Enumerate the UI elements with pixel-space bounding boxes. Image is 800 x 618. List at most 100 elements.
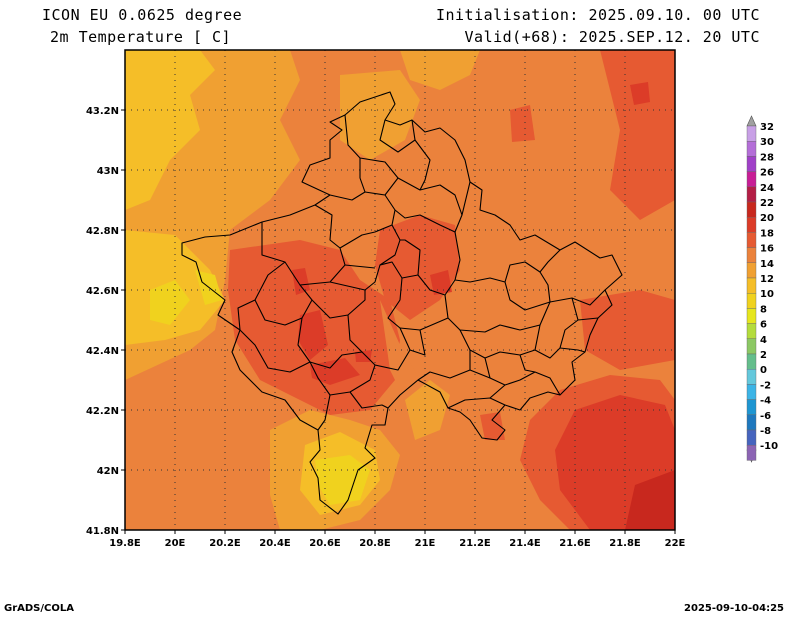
lon-label: 21.8E	[609, 538, 641, 549]
district-border	[444, 271, 551, 333]
colorbar-top-arrow	[746, 115, 757, 127]
lat-label: 42.8N	[86, 226, 119, 237]
colorbar-swatch	[746, 384, 757, 400]
colorbar-label: -10	[760, 441, 778, 452]
district-border	[397, 177, 471, 216]
colorbar-swatch	[746, 171, 757, 188]
colorbar-swatch	[746, 323, 757, 340]
colorbar-swatch	[746, 140, 757, 157]
lat-label: 42.4N	[86, 346, 119, 357]
footer-timestamp: 2025-09-10-04:25	[684, 603, 784, 614]
admin-borders	[181, 91, 623, 515]
lon-label: 20.4E	[259, 538, 291, 549]
district-border	[447, 397, 506, 409]
lat-label: 41.8N	[86, 526, 119, 537]
district-border	[417, 369, 491, 381]
init-time: Initialisation: 2025.09.10. 00 UTC	[435, 6, 760, 24]
colorbar-swatch	[746, 399, 757, 416]
district-border	[309, 351, 376, 396]
district-border	[414, 139, 431, 191]
tick-marks	[121, 109, 676, 534]
colorbar-label: 16	[760, 244, 774, 255]
colorbar-label: 30	[760, 137, 774, 148]
colorbar-swatch	[746, 201, 757, 218]
colorbar-swatch	[746, 369, 757, 385]
colorbar-swatch	[746, 156, 757, 172]
colorbar-swatch	[746, 232, 757, 248]
lat-label: 43.2N	[86, 106, 119, 117]
district-border	[504, 281, 551, 311]
colorbar-swatch	[746, 247, 757, 264]
district-border	[239, 317, 311, 373]
lon-label: 20.2E	[209, 538, 241, 549]
lon-label: 21.2E	[459, 538, 491, 549]
colorbar-swatch	[746, 429, 757, 446]
district-border	[349, 391, 389, 409]
colorbar-label: -4	[760, 396, 771, 407]
colorbar-label: 8	[760, 304, 767, 315]
graticule	[125, 50, 675, 530]
colorbar-swatch	[746, 293, 757, 309]
district-border	[489, 384, 506, 399]
colorbar-label: 32	[760, 122, 774, 133]
colorbar-label: 12	[760, 274, 774, 285]
colorbar-label: -6	[760, 411, 771, 422]
lon-labels: 19.8E 20E 20.2E 20.4E 20.6E 20.8E 21E 21…	[109, 538, 685, 549]
colorbar-label: 4	[760, 335, 767, 346]
district-border	[519, 354, 536, 373]
colorbar-label: 10	[760, 289, 774, 300]
colorbar-swatch	[746, 186, 757, 203]
lon-label: 20.6E	[309, 538, 341, 549]
colorbar-swatch	[746, 353, 757, 370]
district-border	[400, 239, 421, 276]
colorbar-label: 26	[760, 168, 774, 179]
colorbar-swatch	[746, 308, 757, 324]
district-border	[549, 289, 606, 306]
colorbar-swatch	[746, 445, 757, 461]
colorbar-label: -8	[760, 426, 771, 437]
temperature-field	[125, 50, 675, 530]
district-border	[374, 261, 411, 371]
colorbar-swatch	[746, 277, 757, 294]
colorbar-label: -2	[760, 380, 771, 391]
colorbar-label: 18	[760, 228, 774, 239]
lon-label: 21.6E	[559, 538, 591, 549]
colorbar-label: 28	[760, 152, 774, 163]
lon-label: 20.8E	[359, 538, 391, 549]
district-border	[394, 209, 463, 233]
district-border	[317, 394, 331, 431]
lon-label: 21.4E	[509, 538, 541, 549]
colorbar-label: 20	[760, 213, 774, 224]
colorbar-label: 24	[760, 183, 774, 194]
valid-time: Valid(+68): 2025.SEP.12. 20 UTC	[464, 28, 760, 46]
lon-label: 19.8E	[109, 538, 141, 549]
colorbar-label: 22	[760, 198, 774, 209]
district-border	[559, 319, 579, 349]
colorbar-swatch	[746, 216, 757, 233]
district-border	[254, 284, 313, 326]
colorbar-label: 0	[760, 365, 767, 376]
lat-label: 43N	[97, 166, 119, 177]
lat-label: 42.6N	[86, 286, 119, 297]
colorbar-label: 2	[760, 350, 767, 361]
footer-software: GrADS/COLA	[4, 603, 74, 614]
district-border	[347, 314, 363, 353]
model-title: ICON EU 0.0625 degree	[42, 6, 243, 24]
lon-label: 22E	[665, 538, 686, 549]
variable-title: 2m Temperature [ C]	[50, 28, 232, 46]
lat-label: 42N	[97, 466, 119, 477]
colorbar-label: 14	[760, 259, 774, 270]
colorbar-swatch	[746, 338, 757, 355]
district-border	[359, 158, 366, 193]
lon-label: 20E	[165, 538, 186, 549]
district-border	[379, 119, 416, 153]
lon-label: 21E	[415, 538, 436, 549]
district-border	[409, 329, 426, 356]
district-border	[454, 249, 561, 283]
district-border	[344, 264, 376, 269]
colorbar-swatch	[746, 262, 757, 279]
colorbar-label: 6	[760, 320, 767, 331]
lat-labels: 43.2N 43N 42.8N 42.6N 42.4N 42.2N 42N 41…	[86, 106, 119, 537]
